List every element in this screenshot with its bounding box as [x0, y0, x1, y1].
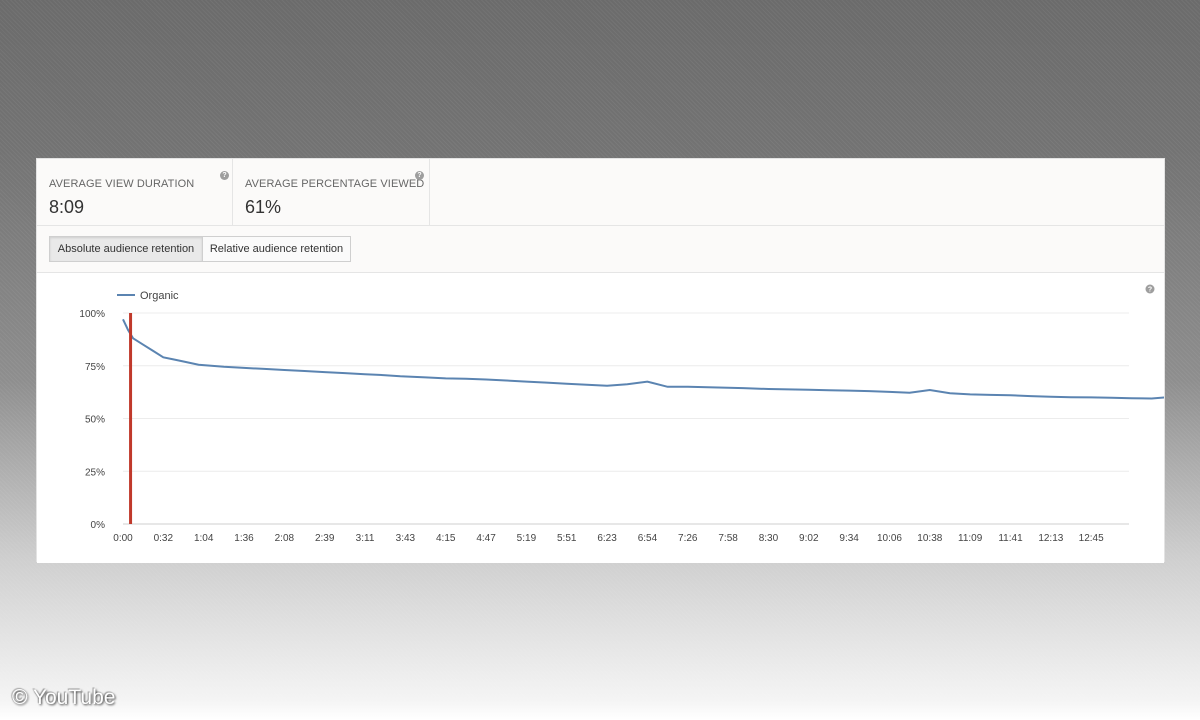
- x-tick-label: 9:34: [839, 533, 859, 544]
- metric-value: 61%: [245, 197, 282, 217]
- metric-average-view-duration[interactable]: AVERAGE VIEW DURATION 8:09 ?: [37, 159, 233, 225]
- chart-help-icon[interactable]: ?: [1145, 284, 1155, 294]
- x-tick-label: 1:36: [234, 533, 254, 544]
- help-icon[interactable]: ?: [220, 171, 229, 180]
- y-tick-label: 50%: [85, 415, 105, 426]
- x-tick-label: 7:58: [718, 533, 738, 544]
- retention-toggle-bar: Absolute audience retention Relative aud…: [37, 226, 1164, 273]
- x-tick-label: 4:15: [436, 533, 456, 544]
- x-tick-label: 6:54: [638, 533, 658, 544]
- metrics-bar: AVERAGE VIEW DURATION 8:09 ? AVERAGE PER…: [37, 159, 1164, 226]
- absolute-retention-button[interactable]: Absolute audience retention: [49, 236, 203, 262]
- x-tick-label: 3:11: [356, 533, 375, 544]
- x-tick-label: 4:47: [476, 533, 496, 544]
- x-tick-label: 5:19: [517, 533, 537, 544]
- legend-label-organic: Organic: [140, 290, 179, 302]
- y-tick-label: 100%: [79, 309, 105, 320]
- x-tick-label: 1:04: [194, 533, 214, 544]
- x-tick-label: 3:43: [396, 533, 416, 544]
- svg-text:?: ?: [1148, 287, 1152, 294]
- x-tick-label: 8:30: [759, 533, 779, 544]
- x-tick-label: 9:02: [799, 533, 819, 544]
- y-tick-label: 0%: [91, 520, 106, 531]
- x-tick-label: 2:39: [315, 533, 335, 544]
- retention-chart: 100% 75% 50% 25% 0% 0:00 0:32 1:04 1:36 2:08 2:39…: [79, 284, 1200, 544]
- x-tick-label: 11:09: [958, 533, 983, 544]
- retention-chart-area: 100% 75% 50% 25% 0% 0:00 0:32 1:04 1:36 2:08 2:39…: [37, 273, 1200, 563]
- x-tick-label: 12:45: [1079, 533, 1104, 544]
- x-tick-label: 5:51: [557, 533, 577, 544]
- x-tick-label: 6:23: [597, 533, 617, 544]
- metric-value: 8:09: [49, 197, 85, 217]
- x-tick-label: 12:13: [1038, 533, 1063, 544]
- x-tick-label: 10:06: [877, 533, 902, 544]
- y-tick-label: 25%: [85, 467, 105, 478]
- x-tick-label: 2:08: [275, 533, 295, 544]
- analytics-card: AVERAGE VIEW DURATION 8:09 ? AVERAGE PER…: [36, 158, 1200, 563]
- metric-label: AVERAGE PERCENTAGE VIEWED: [245, 178, 425, 190]
- x-tick-label: 0:32: [154, 533, 174, 544]
- y-axis: 100% 75% 50% 25% 0%: [79, 309, 105, 531]
- metric-label: AVERAGE VIEW DURATION: [49, 178, 195, 190]
- series-line-organic: [122, 318, 1200, 401]
- copyright-watermark: © YouTube: [12, 686, 116, 709]
- x-tick-label: 10:38: [917, 533, 942, 544]
- metric-average-percentage-viewed[interactable]: AVERAGE PERCENTAGE VIEWED 61% ?: [233, 159, 430, 225]
- x-tick-label: 11:41: [998, 533, 1023, 544]
- help-icon[interactable]: ?: [415, 171, 424, 180]
- y-tick-label: 75%: [85, 362, 105, 373]
- relative-retention-button[interactable]: Relative audience retention: [202, 236, 351, 262]
- x-tick-label: 7:26: [678, 533, 698, 544]
- x-axis: 0:00 0:32 1:04 1:36 2:08 2:39 3:11 3:43 4:15 4:47…: [113, 533, 1104, 544]
- x-tick-label: 0:00: [113, 533, 133, 544]
- chart-legend: Organic: [117, 290, 179, 302]
- chart-gridlines: [123, 312, 1129, 525]
